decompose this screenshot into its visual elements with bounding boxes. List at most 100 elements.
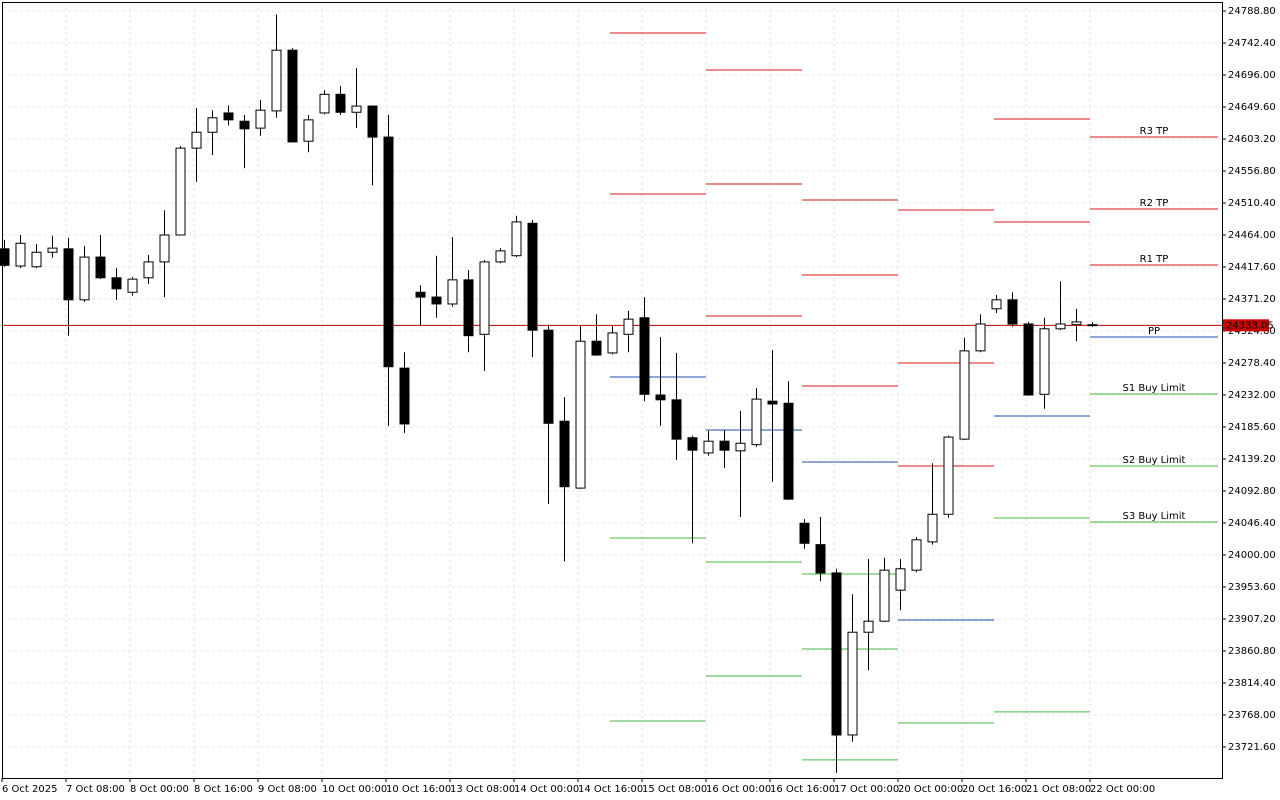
y-tick-label: 24696.00 [1228, 70, 1276, 81]
candle-body [527, 222, 538, 331]
candle-body [559, 420, 570, 488]
grid [2, 2, 1222, 778]
candle-body [863, 620, 874, 633]
candle-body [895, 568, 906, 591]
candle-body [847, 631, 858, 736]
candle-body [143, 261, 154, 279]
candle-body [975, 323, 986, 352]
y-tick-label: 24278.40 [1228, 358, 1276, 369]
candle-body [255, 109, 266, 129]
x-tick-label: 15 Oct 08:00 [642, 784, 707, 795]
candle-body [239, 120, 250, 130]
current-price-label: 24333.05 [1226, 320, 1274, 331]
candle-body [159, 234, 170, 263]
candle-body [319, 93, 330, 114]
plot-frame [2, 2, 1223, 779]
candle-body [463, 279, 474, 337]
pivot-label: R3 TP [1140, 126, 1169, 137]
y-tick-label: 24464.00 [1228, 230, 1276, 241]
candle-body [383, 136, 394, 368]
candle-body [511, 221, 522, 257]
y-tick-label: 24232.00 [1228, 390, 1276, 401]
y-tick-label: 24324.80 [1228, 326, 1276, 337]
candle-body [1039, 328, 1050, 395]
candle-body [1071, 321, 1082, 326]
x-tick-label: 10 Oct 16:00 [386, 784, 451, 795]
candle-body [303, 119, 314, 142]
candles [0, 14, 1098, 773]
candle-body [687, 437, 698, 451]
candle-body [575, 340, 586, 489]
candle-body [79, 256, 90, 301]
y-tick-label: 24788.80 [1228, 6, 1276, 17]
candle-body [431, 296, 442, 305]
candle-body [719, 440, 730, 451]
candle-body [207, 117, 218, 133]
y-tick-label: 23860.80 [1228, 646, 1276, 657]
y-tick-label: 23814.40 [1228, 678, 1276, 689]
x-tick-label: 20 Oct 00:00 [898, 784, 963, 795]
candle-body [943, 436, 954, 515]
y-tick-label: 24510.40 [1228, 198, 1276, 209]
candle-body [703, 440, 714, 454]
pivot-label: R2 TP [1140, 198, 1169, 209]
candle-body [175, 147, 186, 236]
candle-body [623, 318, 634, 335]
candle-body [799, 522, 810, 544]
candle-body [1007, 299, 1018, 325]
candle-body [1023, 323, 1034, 396]
x-tick-label: 9 Oct 08:00 [258, 784, 317, 795]
candle-body [95, 256, 106, 279]
candle-body [639, 317, 650, 395]
x-tick-label: 21 Oct 08:00 [1026, 784, 1091, 795]
y-tick-label: 23907.20 [1228, 614, 1276, 625]
candle-body [783, 402, 794, 500]
x-tick-label: 16 Oct 16:00 [770, 784, 835, 795]
candle-body [751, 398, 762, 446]
y-tick-label: 24371.20 [1228, 294, 1276, 305]
candle-body [495, 250, 506, 263]
x-tick-label: 20 Oct 16:00 [962, 784, 1027, 795]
x-tick-label: 8 Oct 16:00 [194, 784, 253, 795]
candle-body [415, 291, 426, 298]
candle-body [815, 544, 826, 574]
y-tick-label: 24092.80 [1228, 486, 1276, 497]
candle-body [767, 400, 778, 405]
current-price-tag [1223, 319, 1269, 332]
candle-body [191, 131, 202, 149]
candle-body [1087, 324, 1098, 327]
candle-body [399, 367, 410, 425]
pivot-label: R1 TP [1140, 254, 1169, 265]
x-tick-label: 22 Oct 00:00 [1090, 784, 1155, 795]
y-tick-label: 24046.40 [1228, 518, 1276, 529]
y-tick-label: 23721.60 [1228, 742, 1276, 753]
x-tick-label: 16 Oct 00:00 [706, 784, 771, 795]
y-tick-label: 24185.60 [1228, 422, 1276, 433]
candle-body [655, 394, 666, 401]
candle-body [911, 539, 922, 571]
y-tick-label: 24742.40 [1228, 38, 1276, 49]
y-tick-label: 23768.00 [1228, 710, 1276, 721]
axes: 24788.80 24742.40 24696.00 24649.60 24603.20… [1, 6, 1276, 795]
candle-body [335, 93, 346, 113]
candle-body [15, 242, 26, 267]
pivot-label: PP [1148, 326, 1160, 337]
x-tick-label: 13 Oct 08:00 [450, 784, 515, 795]
x-tick-label: 10 Oct 00:00 [322, 784, 387, 795]
candle-body [31, 251, 42, 268]
pivot-label: S1 Buy Limit [1123, 383, 1186, 394]
candle-body [223, 112, 234, 121]
x-tick-label: 14 Oct 00:00 [514, 784, 579, 795]
candle-body [959, 350, 970, 440]
pivot-label: S3 Buy Limit [1123, 511, 1186, 522]
y-tick-label: 24603.20 [1228, 134, 1276, 145]
x-tick-label: 14 Oct 16:00 [578, 784, 643, 795]
y-tick-label: 24139.20 [1228, 454, 1276, 465]
candle-body [271, 49, 282, 112]
candle-body [47, 247, 58, 253]
candle-body [927, 513, 938, 543]
candle-body [367, 105, 378, 138]
